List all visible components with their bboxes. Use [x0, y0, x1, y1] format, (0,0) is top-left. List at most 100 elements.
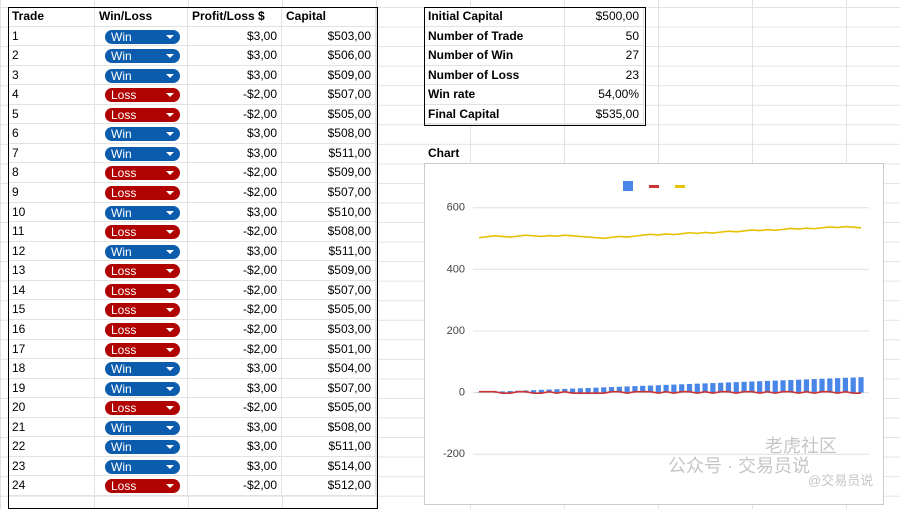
cell: 13	[8, 261, 95, 281]
bar	[734, 382, 739, 392]
cell: 10	[8, 203, 95, 223]
dropdown-chip[interactable]: Win	[105, 245, 180, 259]
column-header: Trade	[8, 7, 95, 27]
bar	[858, 377, 863, 392]
cell: 12	[8, 242, 95, 262]
cell: $514,00	[282, 457, 376, 477]
cell: $507,00	[282, 379, 376, 399]
dropdown-chip[interactable]: Loss	[105, 479, 180, 493]
cell: $507,00	[282, 183, 376, 203]
summary-value: 54,00%	[565, 85, 644, 105]
cell: 22	[8, 437, 95, 457]
cell: $506,00	[282, 46, 376, 66]
dropdown-chip[interactable]: Win	[105, 440, 180, 454]
summary-value: 27	[565, 46, 644, 66]
dropdown-chip[interactable]: Win	[105, 382, 180, 396]
dropdown-chip[interactable]: Win	[105, 127, 180, 141]
cell: $3,00	[188, 379, 282, 399]
dropdown-chip[interactable]: Loss	[105, 323, 180, 337]
bar	[843, 378, 848, 393]
dropdown-chip[interactable]: Loss	[105, 284, 180, 298]
cell: $505,00	[282, 300, 376, 320]
bar	[601, 387, 606, 392]
cell: $3,00	[188, 242, 282, 262]
line	[479, 392, 861, 394]
dropdown-chip[interactable]: Loss	[105, 108, 180, 122]
cell: 16	[8, 320, 95, 340]
bar	[625, 386, 630, 392]
column-header: Profit/Loss $	[188, 7, 282, 27]
cell: -$2,00	[188, 398, 282, 418]
cell: 20	[8, 398, 95, 418]
dropdown-chip[interactable]: Win	[105, 421, 180, 435]
cell: $3,00	[188, 27, 282, 47]
dropdown-chip[interactable]: Loss	[105, 88, 180, 102]
dropdown-chip[interactable]: Win	[105, 362, 180, 376]
bar	[578, 388, 583, 392]
bar	[656, 385, 661, 392]
cell: $509,00	[282, 261, 376, 281]
dropdown-chip[interactable]: Win	[105, 49, 180, 63]
dropdown-chip[interactable]: Loss	[105, 225, 180, 239]
summary-label: Initial Capital	[424, 7, 565, 27]
dropdown-chip[interactable]: Loss	[105, 166, 180, 180]
dropdown-chip[interactable]: Win	[105, 30, 180, 44]
bar	[773, 381, 778, 393]
bar	[819, 379, 824, 393]
bar	[796, 380, 801, 393]
dropdown-chip[interactable]: Loss	[105, 401, 180, 415]
dropdown-chip[interactable]: Win	[105, 206, 180, 220]
chart-label: Chart	[424, 144, 524, 164]
column-header: Win/Loss	[95, 7, 188, 27]
cell: 6	[8, 124, 95, 144]
cell: $3,00	[188, 437, 282, 457]
summary-label: Number of Win	[424, 46, 565, 66]
summary-value: $535,00	[565, 105, 644, 125]
watermark: 公众号 · 交易员说	[668, 452, 810, 478]
bar	[757, 381, 762, 392]
cell: 5	[8, 105, 95, 125]
cell: $3,00	[188, 66, 282, 86]
y-tick-label: 200	[447, 325, 465, 337]
cell: $505,00	[282, 398, 376, 418]
cell: -$2,00	[188, 163, 282, 183]
cell: $3,00	[188, 457, 282, 477]
y-tick-label: 0	[459, 387, 465, 399]
summary-label: Number of Trade	[424, 27, 565, 47]
cell: $508,00	[282, 124, 376, 144]
bar	[835, 378, 840, 392]
cell: 23	[8, 457, 95, 477]
legend-marker	[675, 185, 685, 188]
cell: $3,00	[188, 144, 282, 164]
dropdown-chip[interactable]: Loss	[105, 264, 180, 278]
watermark: @交易员说	[808, 470, 873, 489]
y-tick-label: -200	[443, 448, 465, 460]
cell: $509,00	[282, 163, 376, 183]
dropdown-chip[interactable]: Win	[105, 460, 180, 474]
cell: $512,00	[282, 476, 376, 496]
dropdown-chip[interactable]: Win	[105, 69, 180, 83]
cell: 9	[8, 183, 95, 203]
cell: $511,00	[282, 144, 376, 164]
cell: 7	[8, 144, 95, 164]
cell: $511,00	[282, 437, 376, 457]
cell: 24	[8, 476, 95, 496]
cell: -$2,00	[188, 300, 282, 320]
cell: $3,00	[188, 203, 282, 223]
cell: 8	[8, 163, 95, 183]
cell: 3	[8, 66, 95, 86]
dropdown-chip[interactable]: Loss	[105, 303, 180, 317]
dropdown-chip[interactable]: Win	[105, 147, 180, 161]
cell: 15	[8, 300, 95, 320]
dropdown-chip[interactable]: Loss	[105, 343, 180, 357]
bar	[851, 378, 856, 393]
y-tick-label: 400	[447, 263, 465, 275]
line	[479, 227, 861, 239]
cell: $501,00	[282, 340, 376, 360]
cell: -$2,00	[188, 340, 282, 360]
bar	[788, 380, 793, 393]
summary-value: $500,00	[565, 7, 644, 27]
dropdown-chip[interactable]: Loss	[105, 186, 180, 200]
cell: $3,00	[188, 46, 282, 66]
